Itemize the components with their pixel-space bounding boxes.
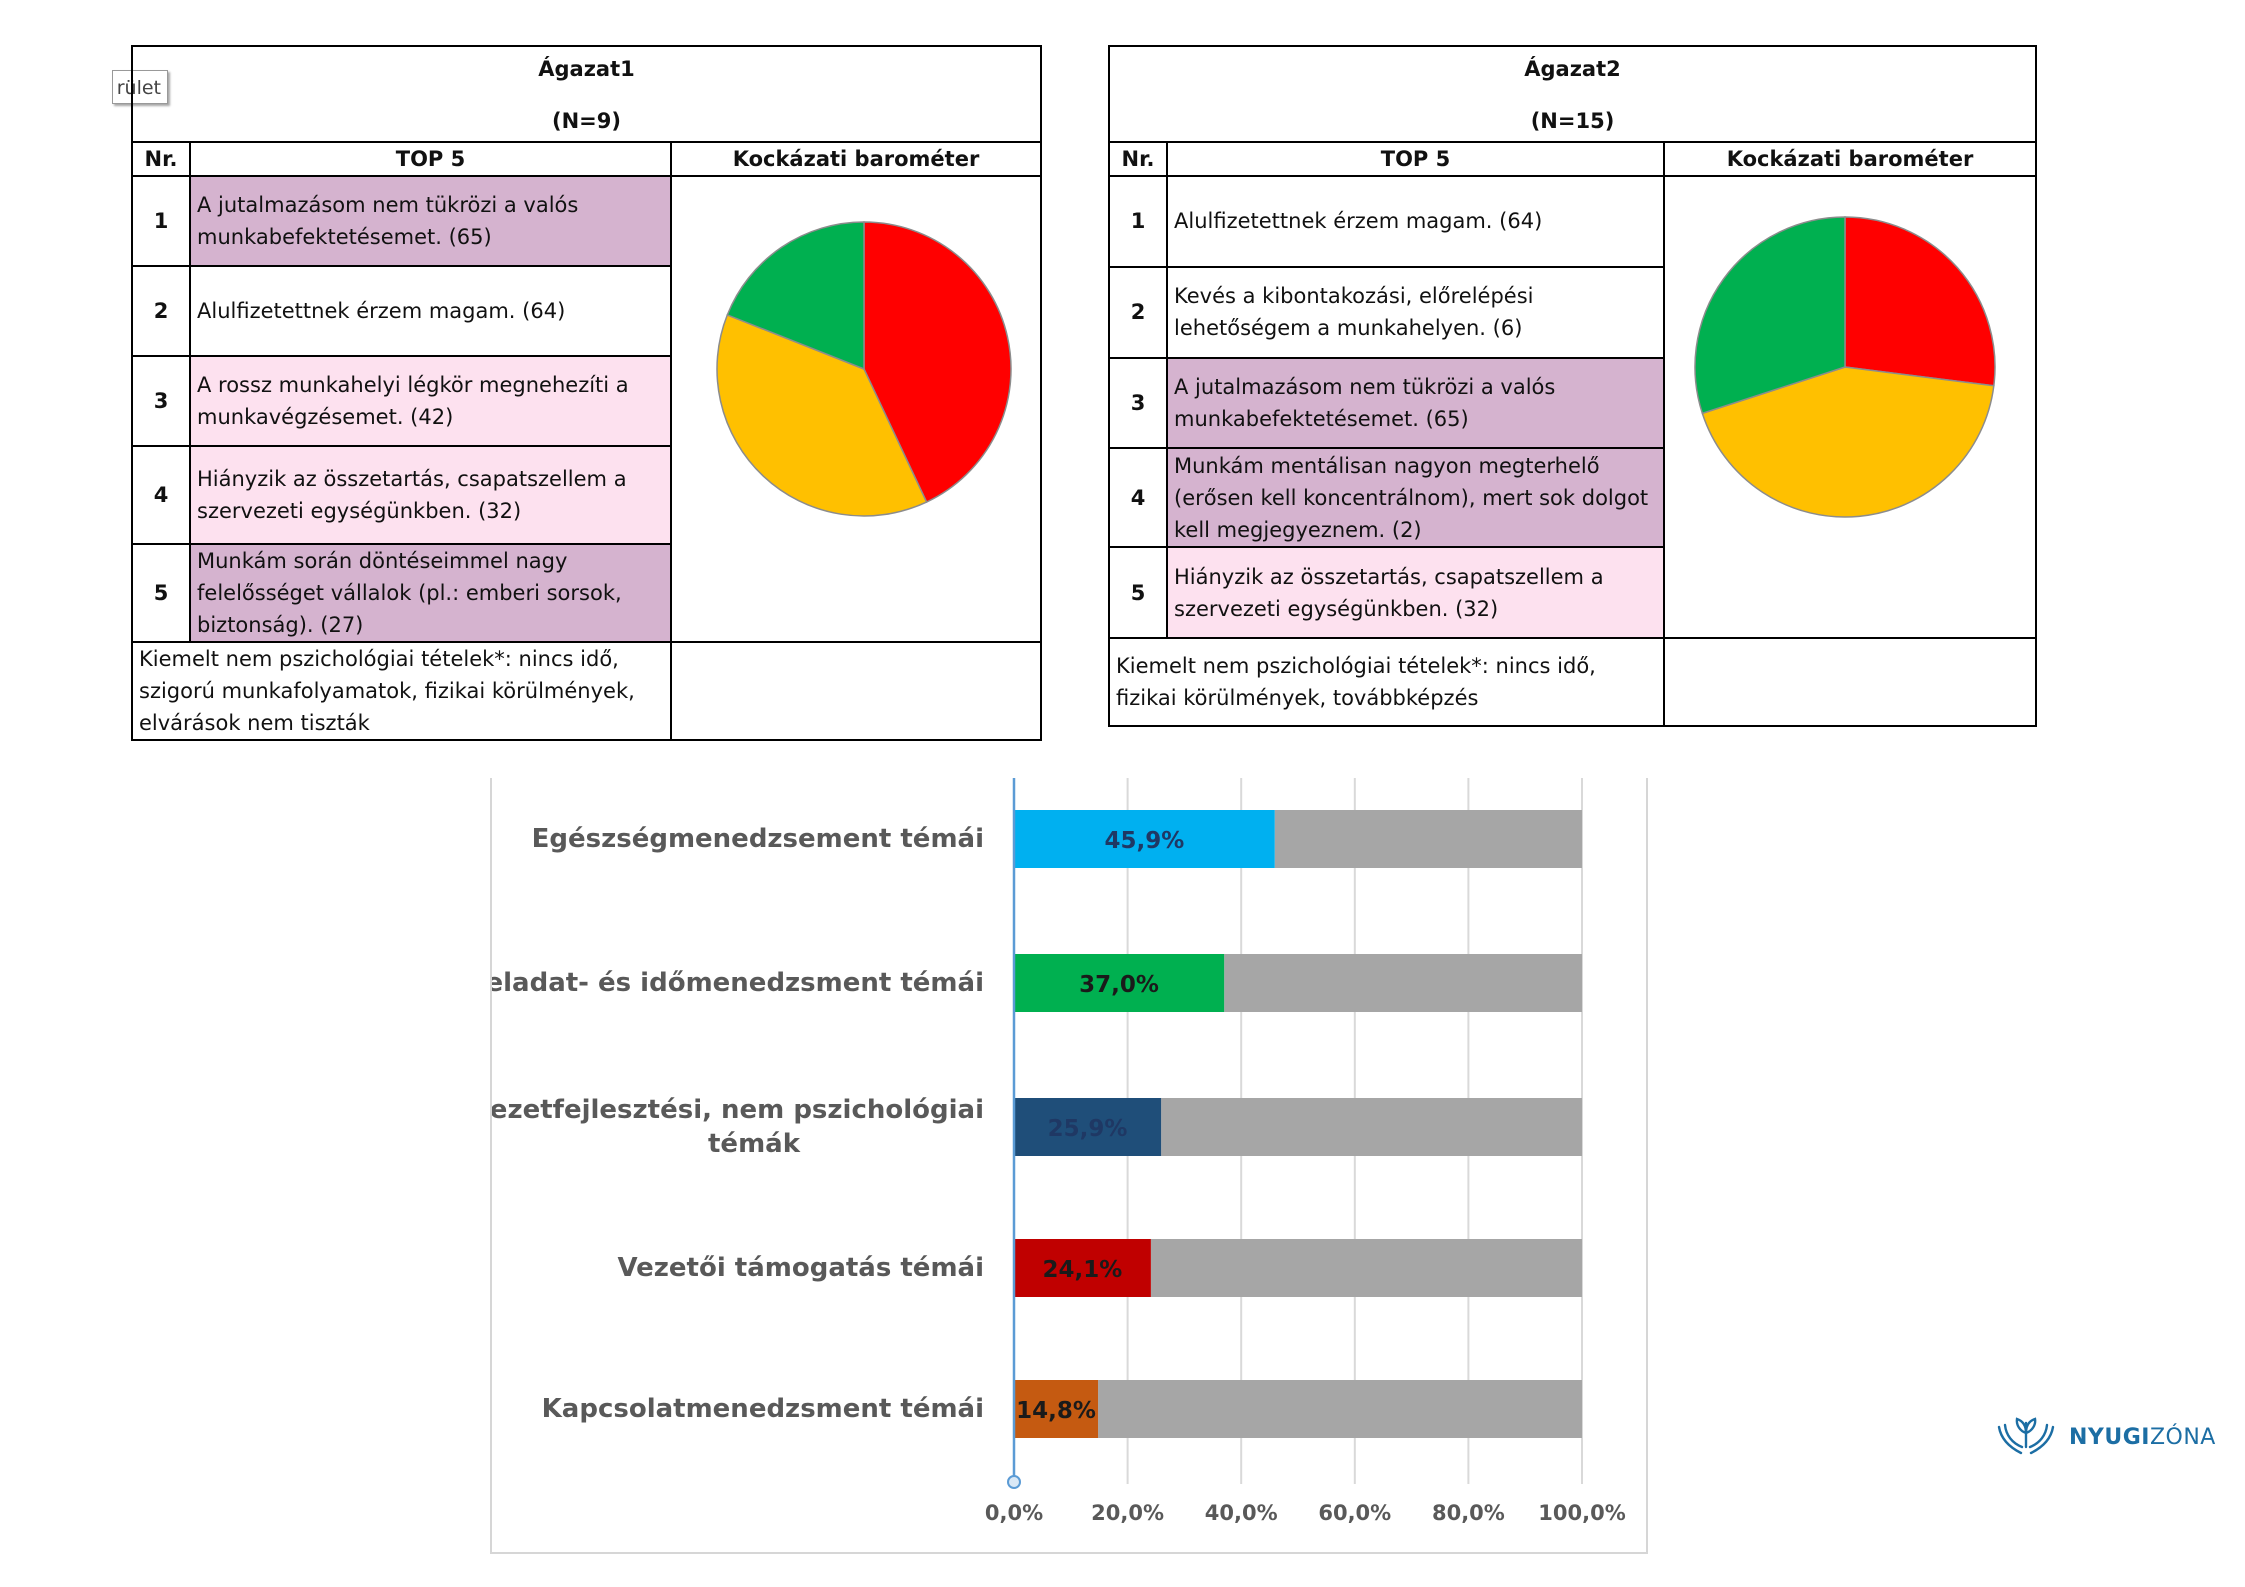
bar-data-label: 14,8% [1016,1398,1096,1424]
agazat2-table: Ágazat2 (N=15) Nr. TOP 5 Kockázati barom… [1108,45,2037,727]
risk-barometer-cell [1663,175,2037,639]
row-nr: 1 [1108,175,1168,268]
bar-data-label: 25,9% [1048,1116,1128,1142]
category-label: Feladat- és időmenedzsment témái [492,968,984,998]
bar [1014,954,1225,1012]
bar-data-label: 24,1% [1043,1257,1123,1283]
header-top5: TOP 5 [1166,141,1665,177]
topics-bar-chart: 45,9% Egészségmenedzsement témái 37,0% Fela… [492,778,1626,1525]
bar-remainder [1224,954,1582,1012]
row-text: A rossz munkahelyi légkör megnehezíti a … [189,355,672,447]
header-nr: Nr. [1108,141,1168,177]
hands-leaf-icon [1997,1417,2055,1455]
agazat1-title: Ágazat1 [538,57,635,81]
row-text: Hiányzik az összetartás, csapatszellem a… [1166,546,1665,639]
row-text: Munkám során döntéseimmel nagy felelőssé… [189,543,672,643]
row-nr: 2 [1108,265,1168,359]
row-text: Kevés a kibontakozási, előrelépési lehet… [1166,265,1665,359]
bar-remainder [1274,810,1582,868]
risk-barometer-pie [716,221,1012,517]
empty-cell [1663,637,2037,727]
row-nr: 1 [131,175,191,267]
row-nr: 5 [131,543,191,643]
header-barometer: Kockázati barométer [670,141,1042,177]
row-text: A jutalmazásom nem tükrözi a valós munka… [189,175,672,267]
bar-remainder [1098,1380,1582,1438]
bar [1014,1239,1151,1297]
nyugizona-logo: NYUGIZÓNA [1995,1413,2215,1459]
non-psych-note: Kiemelt nem pszichológiai tételek*: ninc… [1108,637,1665,727]
agazat1-title-cell: Ágazat1 (N=9) [131,45,1042,143]
axis-handle [1007,1475,1021,1489]
bar [1014,1098,1162,1156]
row-text: Munkám mentálisan nagyon megterhelő (erő… [1166,447,1665,549]
bar-data-label: 37,0% [1079,972,1159,998]
risk-barometer-cell [670,175,1042,643]
bar [1014,810,1275,868]
row-nr: 2 [131,265,191,357]
pie-slice [726,221,865,371]
agazat1-table-panel: Ágazat1 (N=9) Nr. TOP 5 Kockázati baromé… [131,45,1042,741]
category-label: Vezetői támogatás témái [617,1253,984,1283]
bar-data-label: 45,9% [1104,828,1184,854]
x-tick-label: 0,0% [985,1501,1043,1525]
non-psych-note: Kiemelt nem pszichológiai tételek*: ninc… [131,641,672,741]
header-barometer: Kockázati barométer [1663,141,2037,177]
pie-slice [1844,216,1996,387]
row-text: Alulfizetettnek érzem magam. (64) [1166,175,1665,268]
header-nr: Nr. [131,141,191,177]
row-nr: 5 [1108,546,1168,639]
agazat1-n: (N=9) [552,109,621,133]
row-nr: 3 [131,355,191,447]
bar [1014,1380,1099,1438]
pie-slice [1694,216,1846,415]
category-label: Kapcsolatmenedzsment témái [542,1394,984,1424]
topics-bar-chart-frame: 45,9% Egészségmenedzsement témái 37,0% Fela… [490,778,1648,1554]
row-text: Alulfizetettnek érzem magam. (64) [189,265,672,357]
x-tick-label: 60,0% [1318,1501,1391,1525]
pie-slice [863,221,1012,504]
category-label: témák [708,1129,801,1159]
category-label: Szervezetfejlesztési, nem pszichológiai [492,1095,984,1125]
row-text: A jutalmazásom nem tükrözi a valós munka… [1166,356,1665,450]
agazat2-table-panel: Ágazat2 (N=15) Nr. TOP 5 Kockázati barom… [1108,45,2037,727]
logo-text: NYUGIZÓNA [2069,1425,2216,1450]
agazat2-n: (N=15) [1530,109,1615,133]
empty-cell [670,641,1042,741]
pie-slice [1701,366,1995,518]
x-tick-label: 20,0% [1091,1501,1164,1525]
agazat2-title-cell: Ágazat2 (N=15) [1108,45,2037,143]
x-tick-label: 100,0% [1538,1501,1625,1525]
x-tick-label: 40,0% [1205,1501,1278,1525]
bar-remainder [1161,1098,1582,1156]
row-text: Hiányzik az összetartás, csapatszellem a… [189,445,672,545]
agazat1-table: Ágazat1 (N=9) Nr. TOP 5 Kockázati baromé… [131,45,1042,741]
row-nr: 3 [1108,356,1168,450]
agazat2-title: Ágazat2 [1524,57,1621,81]
category-label: Egészségmenedzsement témái [532,824,984,854]
x-tick-label: 80,0% [1432,1501,1505,1525]
row-nr: 4 [1108,447,1168,549]
bar-remainder [1150,1239,1582,1297]
pie-slice [716,313,928,517]
risk-barometer-pie [1694,216,1996,518]
header-top5: TOP 5 [189,141,672,177]
row-nr: 4 [131,445,191,545]
